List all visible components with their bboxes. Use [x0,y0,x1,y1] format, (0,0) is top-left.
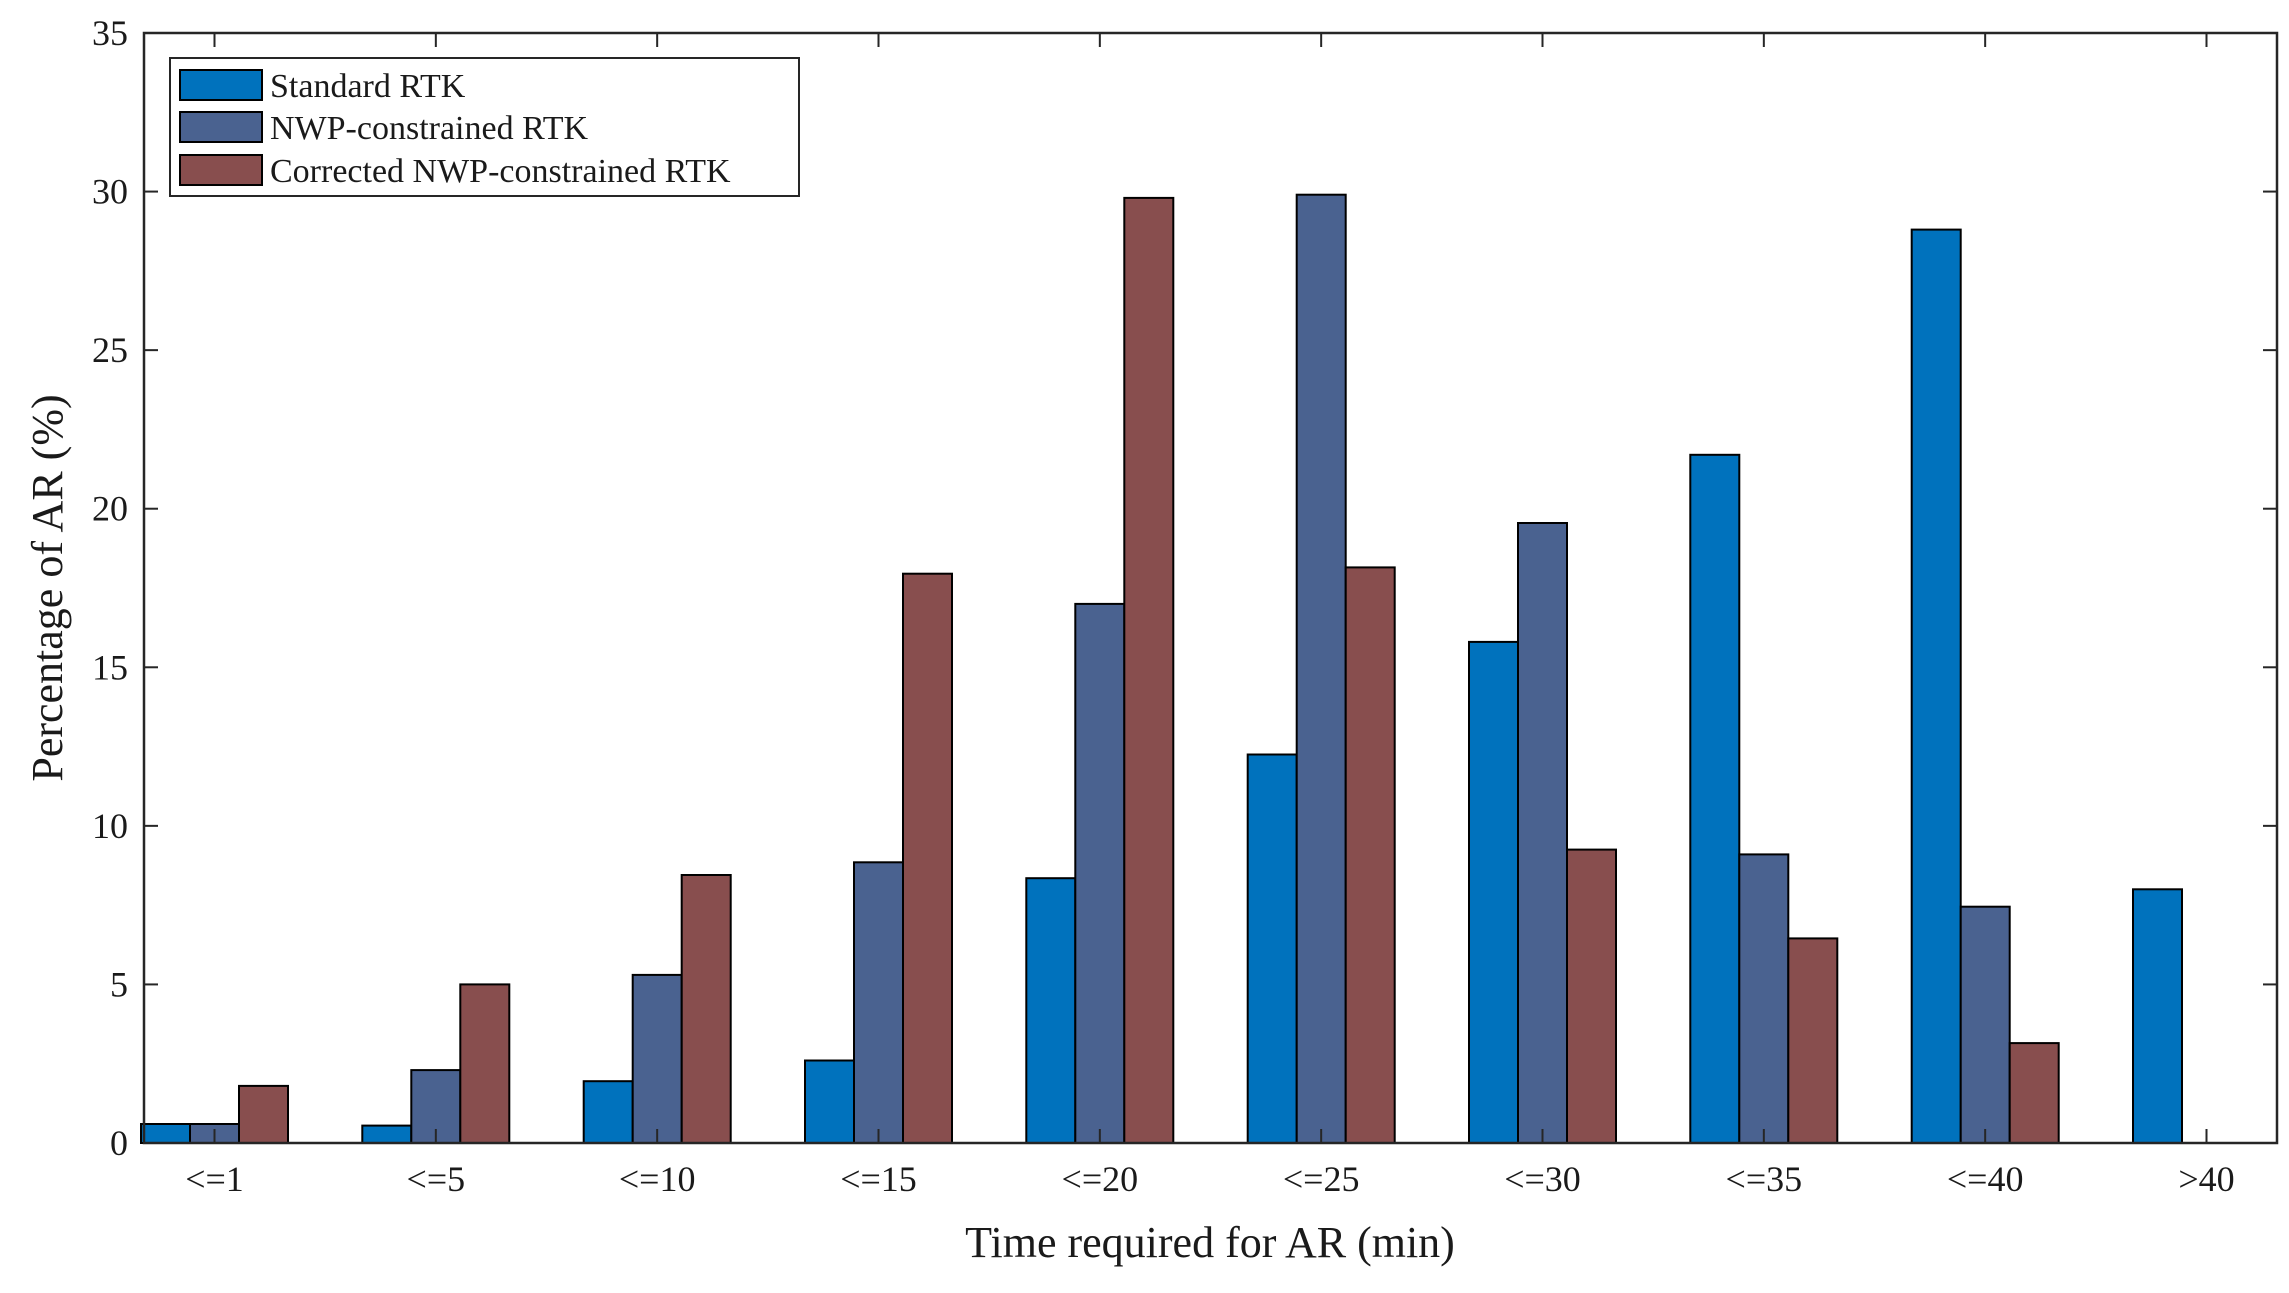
bar-corrected-nwp-constrained-rtk-0 [238,1084,289,1145]
legend-box [169,57,800,197]
y-tick-label: 25 [92,330,128,370]
bars-layer [140,193,2183,1145]
x-tick-label: <=1 [185,1159,244,1199]
y-tick-label: 10 [92,806,128,846]
legend-swatch-nwp-constrained-rtk [179,111,263,143]
bar-corrected-nwp-constrained-rtk-7 [1787,937,1839,1145]
y-tick-label: 0 [110,1123,128,1163]
x-tick-label: <=30 [1504,1159,1581,1199]
bar-nwp-constrained-rtk-4 [1074,602,1126,1144]
y-tick-label: 15 [92,647,128,687]
bar-corrected-nwp-constrained-rtk-3 [902,572,953,1144]
legend-label-corrected-nwp-constrained-rtk: Corrected NWP-constrained RTK [270,153,731,190]
legend: Standard RTK NWP-constrained RTK Correct… [169,57,800,197]
bar-corrected-nwp-constrained-rtk-5 [1344,566,1396,1144]
x-axis-label: Time required for AR (min) [965,1218,1455,1267]
bar-standard-rtk-0 [140,1123,191,1144]
bar-standard-rtk-6 [1468,640,1519,1145]
x-tick-label: <=35 [1726,1159,1803,1199]
plot-area-frame [142,31,2279,1145]
y-tick-label: 20 [92,489,128,529]
legend-swatch-corrected-nwp-constrained-rtk [179,154,263,186]
legend-label-nwp-constrained-rtk: NWP-constrained RTK [270,110,588,147]
ticks-layer: 0 5 10 15 20 25 30 35 <=1 <=5 <=10 <=15 <=20 <=25 <=30… [92,13,2277,1199]
bar-nwp-constrained-rtk-6 [1517,522,1568,1144]
x-tick-label: <=10 [619,1159,696,1199]
bar-corrected-nwp-constrained-rtk-8 [2008,1042,2060,1144]
legend-label-standard-rtk: Standard RTK [270,68,466,105]
bar-standard-rtk-9 [2132,888,2183,1144]
bar-corrected-nwp-constrained-rtk-1 [459,983,511,1145]
bar-standard-rtk-1 [361,1124,413,1144]
bar-standard-rtk-8 [1910,228,1962,1145]
x-tick-label: <=15 [840,1159,917,1199]
bar-nwp-constrained-rtk-3 [853,861,904,1144]
bar-corrected-nwp-constrained-rtk-4 [1123,196,1175,1144]
x-tick-label: <=40 [1947,1159,2024,1199]
bar-nwp-constrained-rtk-7 [1738,853,1790,1145]
x-tick-label: <=20 [1062,1159,1139,1199]
bar-nwp-constrained-rtk-8 [1959,905,2011,1145]
y-tick-label: 30 [92,172,128,212]
bar-standard-rtk-2 [582,1080,634,1144]
bar-nwp-constrained-rtk-2 [631,973,683,1145]
x-tick-label: >40 [2178,1159,2234,1199]
bar-corrected-nwp-constrained-rtk-2 [680,874,732,1144]
bar-standard-rtk-4 [1025,877,1077,1144]
bar-nwp-constrained-rtk-5 [1295,193,1347,1144]
x-tick-label: <=5 [407,1159,466,1199]
bar-standard-rtk-7 [1689,453,1741,1144]
legend-swatch-standard-rtk [179,69,263,101]
y-axis-label: Percentage of AR (%) [23,394,72,781]
x-tick-label: <=25 [1283,1159,1360,1199]
bar-corrected-nwp-constrained-rtk-6 [1566,848,1617,1144]
bar-standard-rtk-3 [804,1059,855,1144]
bar-standard-rtk-5 [1246,753,1298,1144]
y-tick-label: 35 [92,13,128,53]
y-tick-label: 5 [110,964,128,1004]
